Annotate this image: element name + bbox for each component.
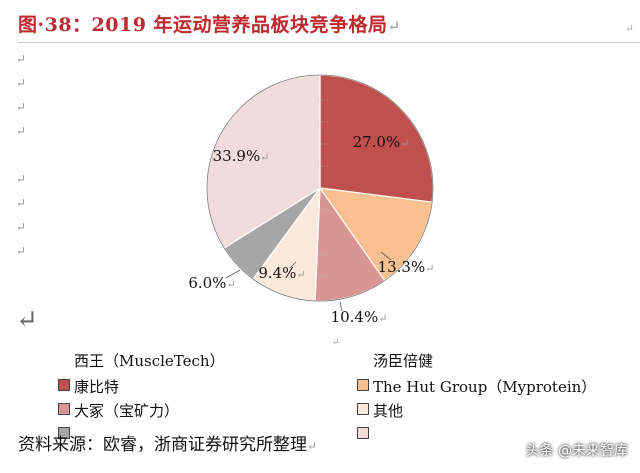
leader-line [225,269,241,279]
chart-title-text: 图·38：2019 年运动营养品板块竞争格局 [18,14,388,36]
legend-swatch [58,379,70,391]
legend-swatch [357,403,369,415]
pie-data-label: 9.4%↵ [258,264,305,282]
return-marker: ↵ [16,172,27,186]
legend-label: The Hut Group（Myprotein） [373,378,597,396]
pie-data-label: 10.4%↵ [331,308,388,326]
chart-title: 图·38：2019 年运动营养品板块竞争格局↵ [18,14,401,36]
legend-label: 西王（MuscleTech） [74,352,225,370]
pie-leader-lines [225,99,392,312]
return-marker-right: ↵ [624,22,634,35]
legend-swatch [58,403,70,415]
legend-label: 大冢（宝矿力） [74,402,180,420]
legend-swatch [357,379,369,391]
source-note: 资料来源：欧睿，浙商证券研究所整理↵ [18,430,317,455]
source-return-mark: ↵ [307,439,318,453]
pie-data-label: 27.0%↵ [353,133,410,151]
leader-line [380,251,392,261]
title-divider [18,42,640,43]
legend-label: 其他 [373,402,404,420]
source-text: 资料来源：欧睿，浙商证券研究所整理 [18,435,307,455]
watermark: 头条 @未来智库 [525,443,628,459]
pie-data-label: 33.9%↵ [213,147,270,165]
return-marker: ↵ [16,244,27,258]
pie-outline [206,74,434,302]
leader-line [339,301,343,312]
title-row: 图·38：2019 年运动营养品板块竞争格局↵ [18,10,640,40]
return-marker-small: ↵ [332,338,340,348]
pie-data-label: 6.0%↵ [188,274,235,292]
pie-data-labels: 27.0%↵ 13.3%↵ 10.4%↵ 9.4%↵ 6.0%↵ 33.9%↵ [188,133,434,326]
return-marker: ↵ [16,100,27,114]
leader-line [289,261,297,269]
title-return-mark: ↵ [387,17,401,35]
return-marker: ↵ [16,124,27,138]
return-marker: ↵ [16,220,27,234]
return-marker: ↵ [16,76,27,90]
big-return-marker: ↵ [16,305,38,335]
legend-swatch [58,427,70,439]
pie-slices [206,74,434,302]
legend-label: 汤臣倍健 [373,352,434,370]
legend-swatch [357,427,369,439]
pie-data-label: 13.3%↵ [378,258,435,276]
return-marker: ↵ [16,196,27,210]
legend-label: 康比特 [74,378,120,396]
return-marker: ↵ [16,52,27,66]
